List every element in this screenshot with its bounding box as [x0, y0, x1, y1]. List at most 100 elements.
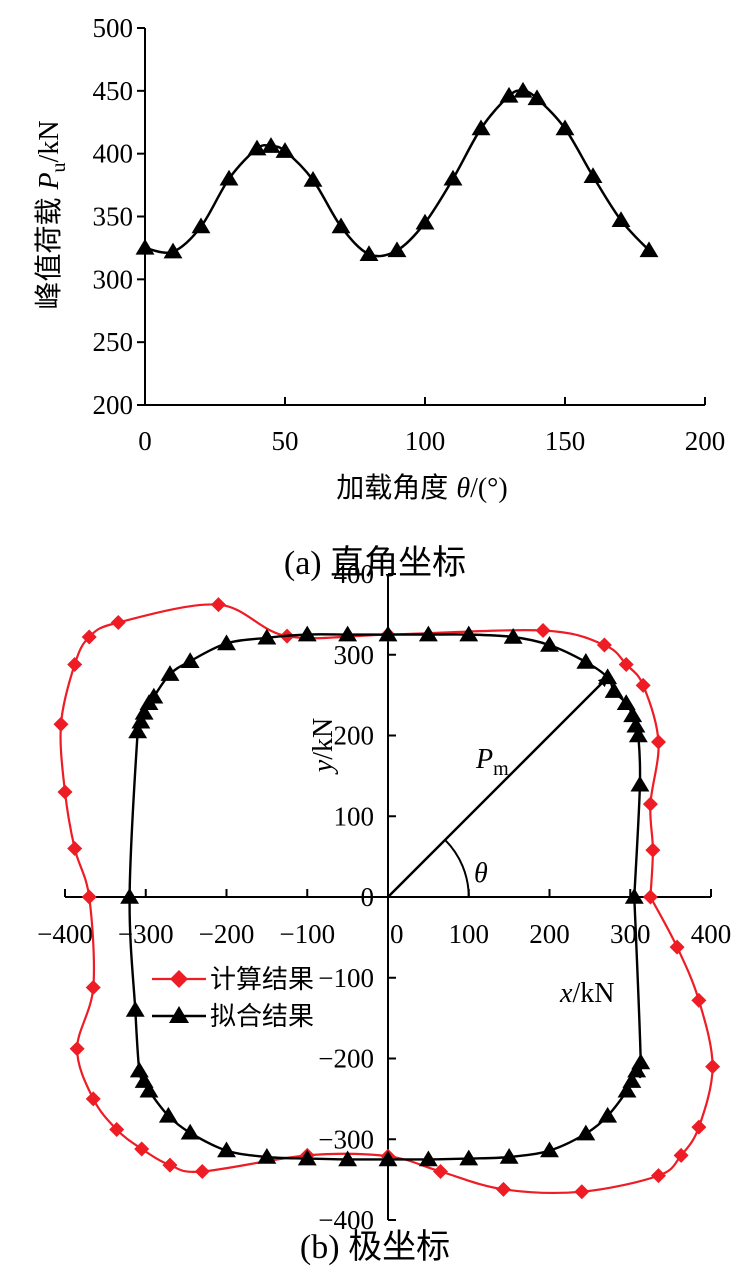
chart-b-fitted-point [623, 706, 643, 723]
chart-b-fitted-point [131, 712, 151, 729]
chart-a-point [513, 81, 533, 98]
chart-b-fitted-point [630, 775, 650, 792]
chart-b-x-tick-label: −200 [199, 919, 255, 949]
chart-b-fitted-point [129, 1061, 149, 1078]
chart-b-fitted-point [418, 1150, 438, 1167]
chart-b-x-tick-label: 300 [610, 919, 651, 949]
chart-b-computed-point [596, 637, 612, 653]
chart-b-x-tick-label: 100 [449, 919, 490, 949]
chart-b-computed-point [432, 1164, 448, 1180]
chart-b-fitted-point [297, 1149, 317, 1166]
chart-b-fitted-point [598, 1106, 618, 1123]
chart-b-fitted-point [622, 1072, 642, 1088]
chart-b-fitted-point [617, 1081, 637, 1098]
chart-a-x-tick-label: 100 [405, 426, 446, 456]
chart-b-computed-point [651, 1168, 667, 1184]
chart-b-computed-point [53, 716, 69, 732]
chart-b-y-tick-label: −100 [318, 963, 374, 993]
chart-a: 0 50 100 150 200 200 250 300 350 400 450 500 加载角度 θ/… [33, 13, 725, 582]
chart-b-vector-label: Pm [475, 744, 509, 780]
chart-b-fitted-point [160, 665, 180, 681]
chart-b-y-tick-label: −200 [318, 1044, 374, 1074]
chart-b-computed-point [81, 629, 97, 645]
legend-fitted-marker [169, 1006, 189, 1023]
chart-b-computed-point [691, 1119, 707, 1135]
chart-a-y-tick-label: 300 [93, 264, 134, 294]
chart-b-computed-point [673, 1147, 689, 1163]
chart-b-computed-point [669, 939, 685, 955]
chart-a-point [555, 119, 575, 136]
chart-a-point [527, 89, 547, 106]
chart-a-axes [137, 27, 706, 406]
chart-a-x-tick-label: 0 [138, 426, 152, 456]
chart-b-x-tick-label: −400 [37, 919, 93, 949]
chart-b-fitted-point [418, 625, 438, 642]
chart-b-tick-labels: −400 −300 −200 −100 0 100 200 300 400 −400 −300 −20… [37, 559, 731, 1235]
chart-b-computed-point [162, 1157, 178, 1173]
chart-b-fitted-point [616, 694, 636, 710]
chart-b-x-tick-label: −300 [118, 919, 174, 949]
chart-b-computed-point [535, 623, 551, 639]
chart-b-fitted-point [626, 716, 646, 733]
chart-a-x-tick-label: 150 [545, 426, 586, 456]
chart-b-computed-point [645, 842, 661, 858]
chart-b-computed-point [642, 796, 658, 812]
chart-b-fitted-point [257, 1148, 277, 1164]
chart-a-point [163, 242, 183, 259]
chart-b-computed-point [85, 979, 101, 995]
chart-b-computed-point [635, 677, 651, 693]
chart-b-computed-markers [53, 597, 721, 1200]
legend-fitted-label: 拟合结果 [210, 1002, 314, 1031]
chart-a-y-tick-label: 350 [93, 202, 134, 232]
chart-a-y-tick-label: 450 [93, 76, 134, 106]
chart-b-fitted-point [503, 627, 523, 644]
chart-b-computed-point [618, 656, 634, 672]
chart-b-computed-point [57, 784, 73, 800]
chart-a-point [275, 142, 295, 158]
chart-b-computed-point [67, 841, 83, 857]
chart-b-ylabel: y/kN [308, 718, 339, 775]
chart-b-fitted-point [540, 1141, 559, 1158]
chart-b-x-tick-label: −100 [279, 919, 335, 949]
chart-b-fitted-point [459, 625, 479, 642]
chart-b-fitted-point [257, 628, 277, 645]
chart-b-computed-point [705, 1059, 721, 1075]
chart-b-computed-point [67, 656, 83, 672]
chart-a-point [303, 171, 323, 187]
chart-b-fitted-markers [120, 625, 651, 1167]
chart-a-y-tick-label: 500 [93, 13, 134, 43]
chart-b-computed-point [210, 597, 226, 613]
chart-a-caption: (a) 直角坐标 [284, 544, 466, 582]
chart-a-point [261, 137, 281, 153]
chart-b-computed-point [69, 1041, 85, 1057]
chart-a-point [499, 86, 519, 103]
chart-b-fitted-point [217, 1141, 236, 1158]
chart-b: −400 −300 −200 −100 0 100 200 300 400 −400 −300 −20… [37, 559, 731, 1266]
chart-a-point [639, 241, 659, 258]
chart-a-point [387, 241, 407, 258]
chart-b-fitted-point [631, 1053, 651, 1070]
chart-b-computed-point [134, 1141, 150, 1157]
chart-b-computed-point [109, 1122, 125, 1138]
chart-b-fitted-point [628, 726, 648, 743]
chart-b-computed-point [574, 1184, 590, 1200]
chart-b-computed-point [642, 889, 658, 905]
chart-b-fitted-point [297, 625, 317, 642]
chart-b-fitted-point [576, 1124, 596, 1141]
chart-b-fitted-point [180, 652, 200, 668]
chart-a-y-tick-label: 200 [93, 390, 134, 420]
chart-b-x-tick-label: 400 [691, 919, 732, 949]
chart-b-fitted-point [627, 1061, 647, 1078]
chart-b-fitted-point [378, 1150, 398, 1167]
chart-b-fitted-point [217, 634, 236, 651]
chart-a-series-line [144, 89, 650, 258]
chart-b-y-tick-label: −400 [318, 1205, 374, 1235]
chart-b-legend: 计算结果 拟合结果 [152, 965, 314, 1031]
chart-a-point [415, 213, 435, 230]
chart-b-computed-point [194, 1164, 210, 1180]
chart-b-fitted-point [338, 1150, 358, 1167]
chart-b-computed-point [495, 1181, 511, 1197]
chart-b-computed-point [81, 889, 97, 905]
chart-b-fitted-point [378, 625, 398, 642]
